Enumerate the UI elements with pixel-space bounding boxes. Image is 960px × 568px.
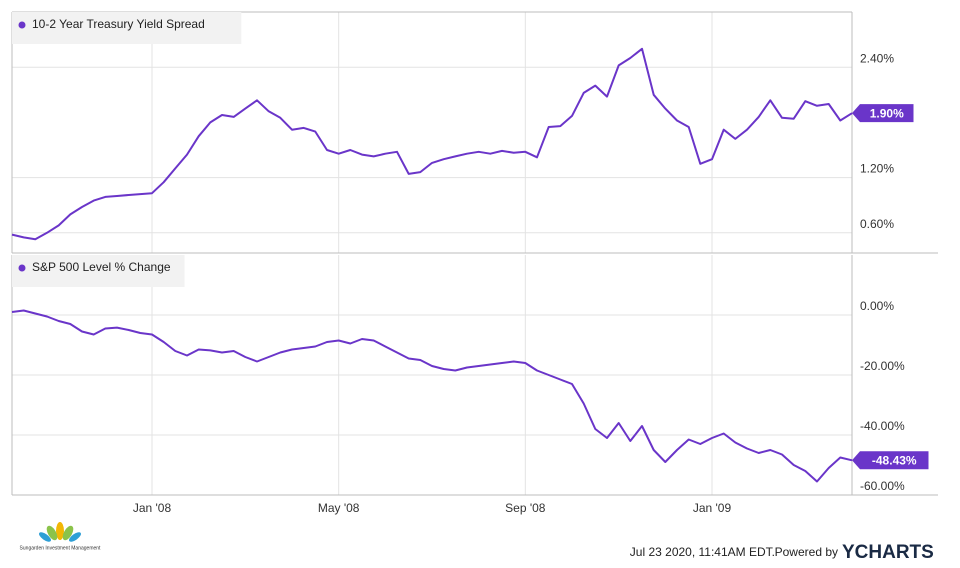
legend-dot xyxy=(18,21,26,29)
y-tick-label: 0.00% xyxy=(860,299,894,313)
legend-box xyxy=(12,12,242,44)
y-tick-label: -40.00% xyxy=(860,419,905,433)
timestamp: Jul 23 2020, 11:41AM EDT. xyxy=(630,545,775,559)
y-tick-label: 0.60% xyxy=(860,217,894,231)
logo xyxy=(39,522,81,542)
y-tick-label: -60.00% xyxy=(860,479,905,493)
brand: YCHARTS xyxy=(842,542,934,563)
powered-by: Powered by xyxy=(775,545,838,559)
x-tick-label: May '08 xyxy=(318,501,360,515)
y-tick-label: 2.40% xyxy=(860,51,894,65)
x-tick-label: Jan '08 xyxy=(133,501,172,515)
value-flag-label: -48.43% xyxy=(872,453,917,467)
legend-box xyxy=(12,255,185,287)
value-flag xyxy=(852,104,914,123)
y-tick-label: -20.00% xyxy=(860,359,905,373)
legend-label: S&P 500 Level % Change xyxy=(32,260,171,274)
x-tick-label: Jan '09 xyxy=(693,501,732,515)
legend-dot xyxy=(18,264,26,272)
value-flag xyxy=(852,451,929,470)
x-tick-label: Sep '08 xyxy=(505,501,546,515)
logo-text: Sungarden Investment Management xyxy=(20,545,101,551)
data-line xyxy=(11,47,853,241)
y-tick-label: 1.20% xyxy=(860,162,894,176)
legend-label: 10-2 Year Treasury Yield Spread xyxy=(32,17,205,31)
data-line xyxy=(11,309,853,483)
value-flag-label: 1.90% xyxy=(870,106,904,120)
